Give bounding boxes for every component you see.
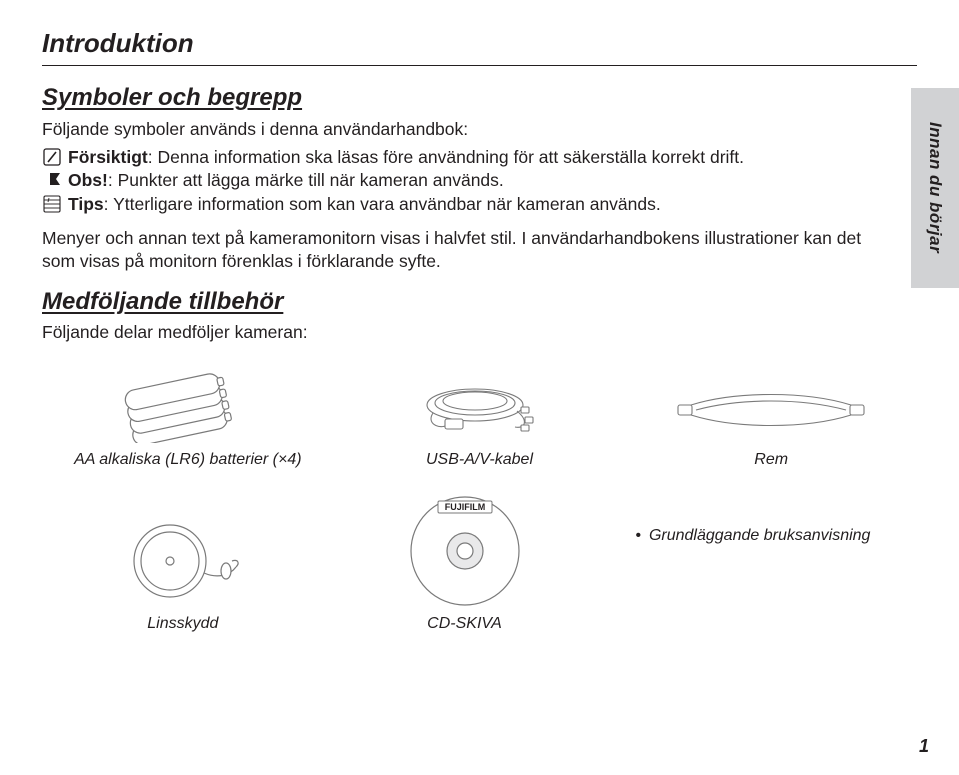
accessory-row: Linsskydd FUJIFILM CD-SKIVA xyxy=(42,487,917,633)
side-tab-label: Innan du börjar xyxy=(925,122,945,253)
caption-lenscap: Linsskydd xyxy=(147,615,218,633)
usb-cable-illustration xyxy=(395,373,565,443)
note-text: : Punkter att lägga märke till när kamer… xyxy=(108,170,504,190)
title-rule xyxy=(42,65,917,66)
side-tab: Innan du börjar xyxy=(911,88,959,288)
intro-text: Följande symboler används i denna använd… xyxy=(42,118,882,142)
symbol-row-caution: Försiktigt: Denna information ska läsas … xyxy=(42,146,882,170)
batteries-illustration xyxy=(118,373,258,443)
page-number: 1 xyxy=(919,736,929,757)
cd-brand-text: FUJIFILM xyxy=(444,502,485,512)
section-heading-accessories: Medföljande tillbehör xyxy=(42,288,917,316)
caption-strap: Rem xyxy=(754,451,788,469)
cd-illustration: FUJIFILM xyxy=(400,487,530,607)
note-label: Obs! xyxy=(68,170,108,190)
tips-text: : Ytterligare information som kan vara a… xyxy=(104,194,661,214)
accessory-row: AA alkaliska (LR6) batterier (×4) xyxy=(42,373,917,469)
accessory-lenscap: Linsskydd xyxy=(42,487,324,633)
manual-label: Grundläggande bruksanvisning xyxy=(649,527,870,545)
accessory-usb-cable: USB-A/V-kabel xyxy=(334,373,626,469)
accessory-manual-bullet: • Grundläggande bruksanvisning xyxy=(605,487,917,633)
menyer-paragraph: Menyer och annan text på kameramonitorn … xyxy=(42,227,882,274)
accessory-batteries: AA alkaliska (LR6) batterier (×4) xyxy=(42,373,334,469)
section-accessories: Medföljande tillbehör Följande delar med… xyxy=(42,288,917,633)
caption-batteries: AA alkaliska (LR6) batterier (×4) xyxy=(74,451,302,469)
caption-usb: USB-A/V-kabel xyxy=(426,451,533,469)
tips-icon xyxy=(42,193,62,213)
bullet-dot-icon: • xyxy=(635,527,641,545)
accessories-intro: Följande delar medföljer kameran: xyxy=(42,322,917,343)
symbol-row-tips: Tips: Ytterligare information som kan va… xyxy=(42,193,882,217)
lenscap-illustration xyxy=(118,517,248,607)
caution-label: Försiktigt xyxy=(68,147,148,167)
caption-cd: CD-SKIVA xyxy=(427,615,502,633)
caution-icon xyxy=(42,146,62,166)
chapter-title: Introduktion xyxy=(42,28,917,59)
accessory-strap: Rem xyxy=(625,373,917,469)
note-icon xyxy=(42,169,62,187)
section-body: Följande symboler används i denna använd… xyxy=(42,118,882,274)
symbol-row-note: Obs!: Punkter att lägga märke till när k… xyxy=(42,169,882,193)
tips-label: Tips xyxy=(68,194,104,214)
caution-text: : Denna information ska läsas före använ… xyxy=(148,147,744,167)
section-heading-symbols: Symboler och begrepp xyxy=(42,84,917,112)
strap-illustration xyxy=(666,383,876,443)
accessory-cd: FUJIFILM CD-SKIVA xyxy=(324,487,606,633)
